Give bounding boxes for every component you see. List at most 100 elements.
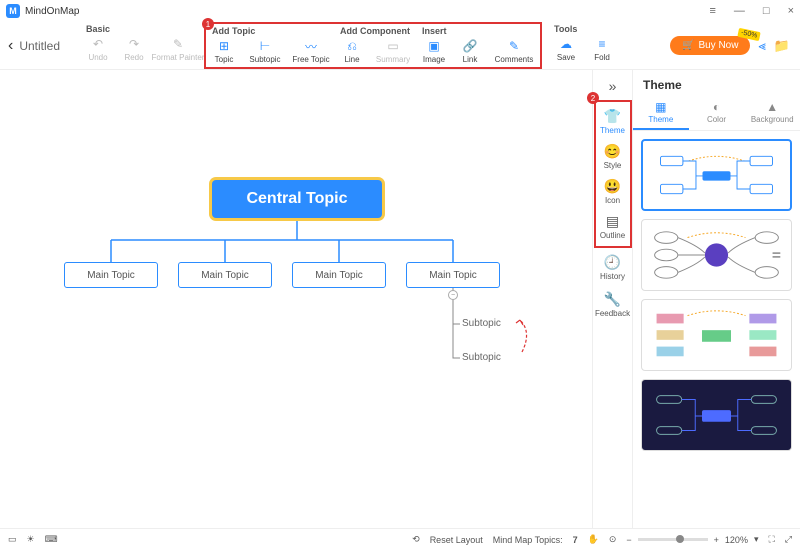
fold-button[interactable]: ≡Fold bbox=[584, 34, 620, 66]
panel-tab-color[interactable]: ◐Color bbox=[689, 96, 745, 130]
toolbar: ‹ Untitled Basic ↶Undo ↷Redo ✎Format Pai… bbox=[0, 22, 800, 70]
save-icon: ☁ bbox=[558, 36, 574, 52]
topic-icon: ⊞ bbox=[216, 38, 232, 54]
group-basic: Basic ↶Undo ↷Redo ✎Format Painter bbox=[80, 22, 204, 69]
theme-card-2[interactable] bbox=[641, 219, 792, 291]
right-rail: » 2 👕Theme 😊Style 😃Icon ▤Outline 🕘Histor… bbox=[592, 70, 632, 528]
hand-tool-icon[interactable]: ✋ bbox=[588, 534, 599, 545]
line-icon: ⎌ bbox=[344, 38, 360, 54]
main-topic-1[interactable]: Main Topic bbox=[64, 262, 158, 288]
history-icon: 🕘 bbox=[604, 254, 621, 271]
theme-icon: 👕 bbox=[604, 108, 621, 125]
group-label-tools: Tools bbox=[548, 22, 620, 34]
format-painter-button[interactable]: ✎Format Painter bbox=[152, 34, 204, 66]
save-button[interactable]: ☁Save bbox=[548, 34, 584, 66]
toolbar-groups: Basic ↶Undo ↷Redo ✎Format Painter 1 Add … bbox=[80, 22, 670, 69]
folder-icon[interactable]: 📁 bbox=[774, 38, 790, 54]
icon-icon: 😃 bbox=[604, 178, 621, 195]
share-icon[interactable]: ⪡ bbox=[758, 38, 765, 54]
subtopic-button[interactable]: ⊢Subtopic bbox=[242, 36, 288, 68]
subtopic-1[interactable]: Subtopic bbox=[462, 318, 501, 329]
link-button[interactable]: 🔗Link bbox=[452, 36, 488, 68]
panel-color-icon: ◐ bbox=[713, 100, 720, 114]
panel-title: Theme bbox=[633, 70, 800, 96]
image-button[interactable]: ▣Image bbox=[416, 36, 452, 68]
callout-1: 1 bbox=[202, 18, 214, 30]
group-add-topic: Add Topic ⊞Topic ⊢Subtopic 〰Free Topic bbox=[206, 24, 334, 67]
fit-icon[interactable]: ⛶ bbox=[768, 534, 774, 545]
rail-collapse-icon[interactable]: » bbox=[609, 78, 617, 94]
zoom-dropdown-icon[interactable]: ▾ bbox=[754, 534, 759, 545]
main-topic-2[interactable]: Main Topic bbox=[178, 262, 272, 288]
keyboard-icon[interactable]: ⌨ bbox=[45, 534, 58, 545]
panel-tab-background[interactable]: ▲Background bbox=[744, 96, 800, 130]
theme-card-3[interactable] bbox=[641, 299, 792, 371]
brightness-icon[interactable]: ☀ bbox=[27, 534, 35, 545]
close-icon[interactable]: × bbox=[788, 5, 794, 17]
header-right: 🛒 Buy Now -50% ⪡ 📁 bbox=[670, 22, 800, 69]
rail-history[interactable]: 🕘History bbox=[596, 250, 630, 285]
rail-icon[interactable]: 😃Icon bbox=[596, 174, 630, 209]
free-topic-button[interactable]: 〰Free Topic bbox=[288, 36, 334, 68]
line-button[interactable]: ⎌Line bbox=[334, 36, 370, 68]
theme-card-4[interactable] bbox=[641, 379, 792, 451]
minimize-icon[interactable]: — bbox=[734, 5, 745, 17]
free-topic-icon: 〰 bbox=[303, 38, 319, 54]
image-icon: ▣ bbox=[426, 38, 442, 54]
group-label-add-component: Add Component bbox=[334, 24, 416, 36]
subtopic-2[interactable]: Subtopic bbox=[462, 352, 501, 363]
theme-card-1[interactable] bbox=[641, 139, 792, 211]
panel-tabs: ▦Theme ◐Color ▲Background bbox=[633, 96, 800, 131]
panel-theme-icon: ▦ bbox=[655, 100, 666, 114]
maximize-icon[interactable]: □ bbox=[763, 5, 770, 17]
feedback-icon: 🔧 bbox=[604, 291, 621, 308]
redo-button[interactable]: ↷Redo bbox=[116, 34, 152, 66]
rail-style[interactable]: 😊Style bbox=[596, 139, 630, 174]
main-topic-4[interactable]: Main Topic bbox=[406, 262, 500, 288]
rail-highlighted-section: 👕Theme 😊Style 😃Icon ▤Outline bbox=[594, 100, 632, 248]
rail-theme[interactable]: 👕Theme bbox=[596, 104, 630, 139]
reset-layout-button[interactable]: Reset Layout bbox=[430, 535, 483, 545]
back-icon[interactable]: ‹ bbox=[8, 37, 13, 55]
zoom-out-button[interactable]: − bbox=[626, 535, 631, 545]
callout-2: 2 bbox=[587, 92, 599, 104]
rail-outline[interactable]: ▤Outline bbox=[596, 209, 630, 244]
rail-feedback[interactable]: 🔧Feedback bbox=[596, 287, 630, 322]
undo-button[interactable]: ↶Undo bbox=[80, 34, 116, 66]
outline-icon: ▤ bbox=[606, 213, 619, 230]
canvas[interactable]: Central Topic Main Topic Main Topic Main… bbox=[0, 70, 592, 528]
presentation-icon[interactable]: ▭ bbox=[8, 534, 17, 545]
redo-icon: ↷ bbox=[126, 36, 142, 52]
document-title[interactable]: Untitled bbox=[19, 39, 60, 53]
highlighted-toolbar-section: Add Topic ⊞Topic ⊢Subtopic 〰Free Topic A… bbox=[204, 22, 542, 69]
comments-button[interactable]: ✎Comments bbox=[488, 36, 540, 68]
subtopic-icon: ⊢ bbox=[257, 38, 273, 54]
app-logo: M bbox=[6, 4, 20, 18]
target-icon[interactable]: ⊙ bbox=[609, 534, 617, 545]
back-area: ‹ Untitled bbox=[0, 22, 80, 69]
topic-button[interactable]: ⊞Topic bbox=[206, 36, 242, 68]
summary-button[interactable]: ▭Summary bbox=[370, 36, 416, 68]
settings-icon[interactable]: ≡ bbox=[709, 5, 715, 17]
group-insert: Insert ▣Image 🔗Link ✎Comments bbox=[416, 24, 540, 67]
undo-icon: ↶ bbox=[90, 36, 106, 52]
app-name: MindOnMap bbox=[25, 6, 79, 17]
buy-now-button[interactable]: 🛒 Buy Now -50% bbox=[670, 36, 750, 55]
fullscreen-icon[interactable]: ⤢ bbox=[785, 534, 792, 545]
cart-icon: 🛒 bbox=[682, 40, 694, 51]
panel-tab-theme[interactable]: ▦Theme bbox=[633, 96, 689, 130]
main-topic-3[interactable]: Main Topic bbox=[292, 262, 386, 288]
reset-layout-icon[interactable]: ⟲ bbox=[412, 534, 420, 545]
theme-list bbox=[633, 131, 800, 528]
central-topic[interactable]: Central Topic bbox=[212, 180, 382, 218]
fold-icon: ≡ bbox=[594, 36, 610, 52]
link-icon: 🔗 bbox=[462, 38, 478, 54]
group-tools: Tools ☁Save ≡Fold bbox=[548, 22, 620, 69]
group-label-basic: Basic bbox=[80, 22, 204, 34]
collapse-toggle[interactable]: − bbox=[448, 290, 458, 300]
group-label-add-topic: Add Topic bbox=[206, 24, 334, 36]
panel-bg-icon: ▲ bbox=[766, 100, 778, 114]
zoom-slider[interactable] bbox=[638, 538, 708, 541]
window-controls: ≡ — □ × bbox=[709, 5, 794, 17]
zoom-in-button[interactable]: + bbox=[714, 535, 719, 545]
